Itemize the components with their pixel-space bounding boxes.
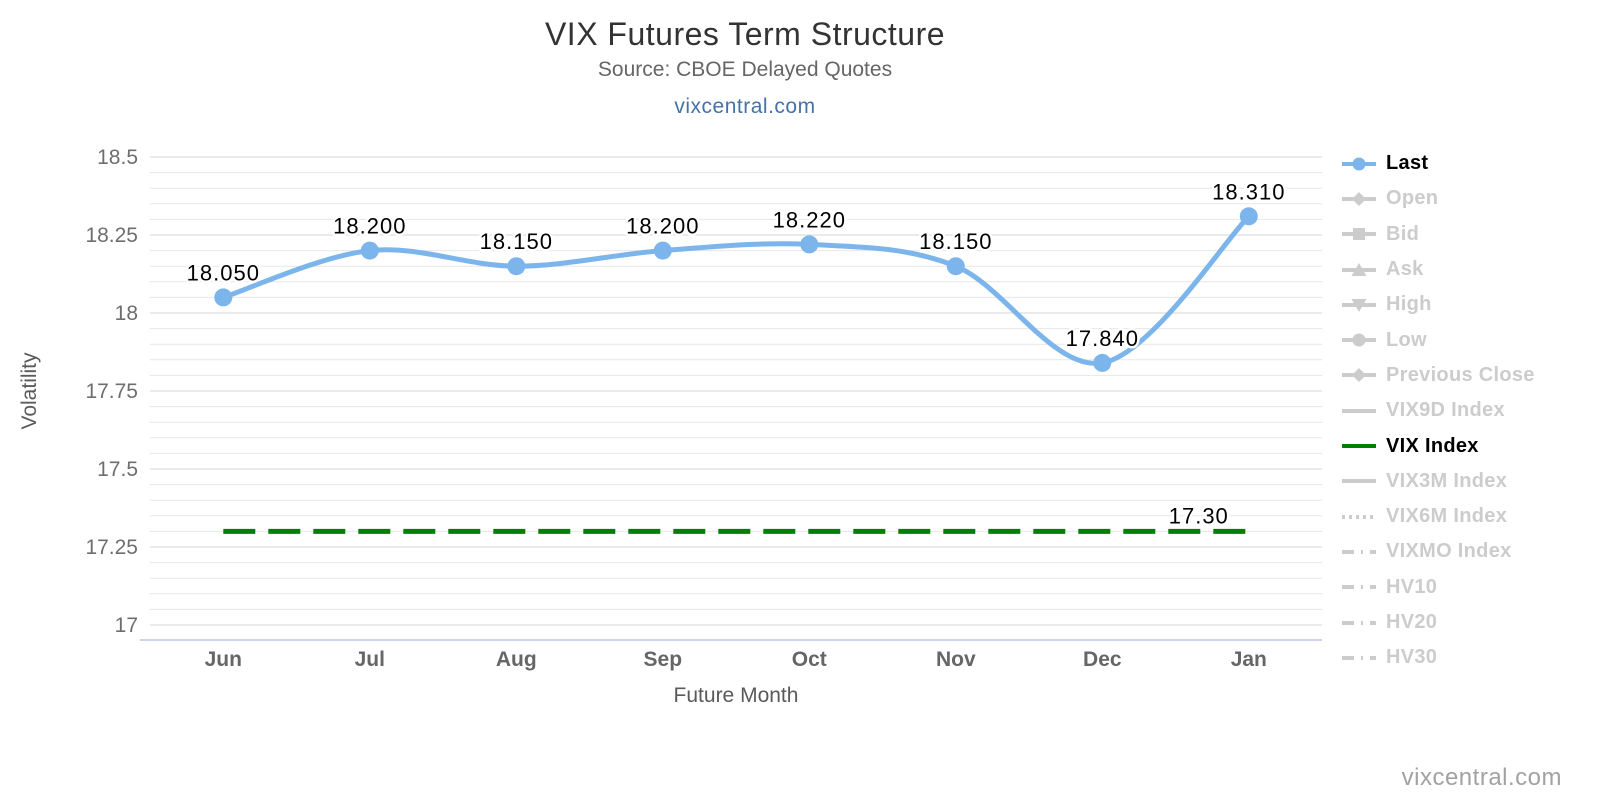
legend-item-vix3m-index[interactable]: VIX3M Index — [1341, 464, 1535, 499]
legend-marker-vix9d-index-icon — [1342, 408, 1376, 413]
vixcentral-link[interactable]: vixcentral.com — [674, 95, 816, 118]
y-axis-title: Volatility — [18, 352, 41, 430]
legend-item-hv30[interactable]: HV30 — [1341, 640, 1535, 675]
data-label-nov: 18.150 — [919, 229, 992, 254]
x-axis-labels: Jun Jul Aug Sep Oct Nov Dec Jan — [205, 648, 1267, 671]
x-axis-label: Jul — [355, 648, 385, 671]
legend-marker-hv30-icon — [1342, 655, 1376, 660]
data-point-sep[interactable] — [653, 241, 672, 260]
x-axis-label: Nov — [936, 648, 976, 671]
legend-item-last[interactable]: Last — [1341, 146, 1535, 181]
legend-item-bid[interactable]: Bid — [1341, 217, 1535, 252]
legend-item-label: Low — [1386, 328, 1427, 351]
y-axis-label: 17.25 — [85, 536, 138, 559]
legend-item-label: Ask — [1386, 258, 1424, 281]
y-axis-label: 18.5 — [97, 146, 138, 169]
legend-item-open[interactable]: Open — [1341, 181, 1535, 216]
legend-item-label: Previous Close — [1386, 363, 1535, 386]
data-label-jun: 18.050 — [187, 260, 260, 285]
last-series: 18.050 18.200 18.150 18.200 18.220 18.150 17.8… — [184, 177, 1287, 372]
link-row: vixcentral.com — [0, 95, 1490, 119]
data-point-dec[interactable] — [1093, 353, 1112, 372]
gridlines — [150, 156, 1322, 626]
legend-item-label: High — [1386, 293, 1432, 316]
legend-marker-last-icon — [1342, 157, 1376, 171]
data-point-nov[interactable] — [946, 257, 965, 276]
legend-item-label: HV30 — [1386, 646, 1438, 669]
legend-item-label: VIX6M Index — [1386, 505, 1508, 528]
y-axis-label: 18 — [115, 302, 138, 325]
data-point-aug[interactable] — [507, 257, 526, 276]
data-point-jun[interactable] — [214, 288, 233, 307]
legend-item-high[interactable]: High — [1341, 287, 1535, 322]
legend-item-vixmo-index[interactable]: VIXMO Index — [1341, 534, 1535, 569]
y-axis-label: 17.5 — [97, 458, 138, 481]
x-axis-label: Aug — [496, 648, 537, 671]
legend-item-label: VIX Index — [1386, 434, 1479, 457]
data-point-oct[interactable] — [800, 235, 819, 254]
legend-item-hv20[interactable]: HV20 — [1341, 605, 1535, 640]
watermark: vixcentral.com — [1401, 764, 1562, 791]
x-axis-label: Dec — [1083, 648, 1122, 671]
legend-item-hv10[interactable]: HV10 — [1341, 570, 1535, 605]
data-point-jan[interactable] — [1239, 207, 1258, 226]
data-label-aug: 18.150 — [480, 229, 553, 254]
legend-marker-previous-close-icon — [1342, 368, 1376, 383]
legend-item-label: HV10 — [1386, 575, 1438, 598]
legend-item-label: VIX3M Index — [1386, 469, 1508, 492]
x-axis-label: Oct — [792, 648, 827, 671]
vix-index-line: 17.30 — [223, 501, 1249, 534]
legend-marker-vix3m-index-icon — [1342, 479, 1376, 484]
legend-item-low[interactable]: Low — [1341, 322, 1535, 357]
legend-marker-vix-index-icon — [1342, 444, 1376, 449]
legend-item-label: VIX9D Index — [1386, 399, 1505, 422]
legend: Last Open Bid Ask High Low Previous Close VIX9D… — [1341, 146, 1535, 675]
legend-marker-low-icon — [1342, 333, 1376, 347]
vix-index-value-label: 17.30 — [1169, 503, 1229, 528]
legend-item-vix9d-index[interactable]: VIX9D Index — [1341, 393, 1535, 428]
data-label-jan: 18.310 — [1212, 179, 1285, 204]
legend-item-vix6m-index[interactable]: VIX6M Index — [1341, 499, 1535, 534]
x-axis-title: Future Month — [674, 684, 799, 707]
x-axis-label: Jan — [1231, 648, 1267, 671]
x-axis-label: Sep — [644, 648, 683, 671]
y-axis-labels: 17 17.25 17.5 17.75 18 18.25 18.5 — [85, 146, 138, 637]
legend-marker-vix6m-index-icon — [1342, 514, 1376, 519]
legend-item-label: Last — [1386, 152, 1429, 175]
x-axis-label: Jun — [205, 648, 242, 671]
legend-item-previous-close[interactable]: Previous Close — [1341, 358, 1535, 393]
data-label-dec: 17.840 — [1066, 326, 1139, 351]
y-axis-label: 17 — [115, 614, 138, 637]
y-axis-label: 17.75 — [85, 380, 138, 403]
legend-marker-hv10-icon — [1342, 585, 1376, 590]
legend-marker-ask-icon — [1342, 262, 1376, 276]
legend-marker-vixmo-index-icon — [1342, 549, 1376, 554]
legend-item-label: VIXMO Index — [1386, 540, 1512, 563]
legend-item-label: Open — [1386, 187, 1439, 210]
chart-subtitle: Source: CBOE Delayed Quotes — [597, 58, 893, 81]
legend-item-vix-index[interactable]: VIX Index — [1341, 428, 1535, 463]
chart-title: VIX Futures Term Structure — [544, 16, 946, 52]
legend-marker-hv20-icon — [1342, 620, 1376, 625]
data-label-jul: 18.200 — [333, 214, 406, 239]
y-axis-label: 18.25 — [85, 224, 138, 247]
data-point-jul[interactable] — [360, 241, 379, 260]
legend-marker-bid-icon — [1342, 228, 1376, 241]
legend-item-ask[interactable]: Ask — [1341, 252, 1535, 287]
legend-item-label: Bid — [1386, 222, 1420, 245]
legend-marker-high-icon — [1342, 298, 1376, 312]
data-label-oct: 18.220 — [773, 207, 846, 232]
legend-item-label: HV20 — [1386, 611, 1438, 633]
legend-marker-open-icon — [1342, 191, 1376, 206]
data-label-sep: 18.200 — [626, 214, 699, 239]
